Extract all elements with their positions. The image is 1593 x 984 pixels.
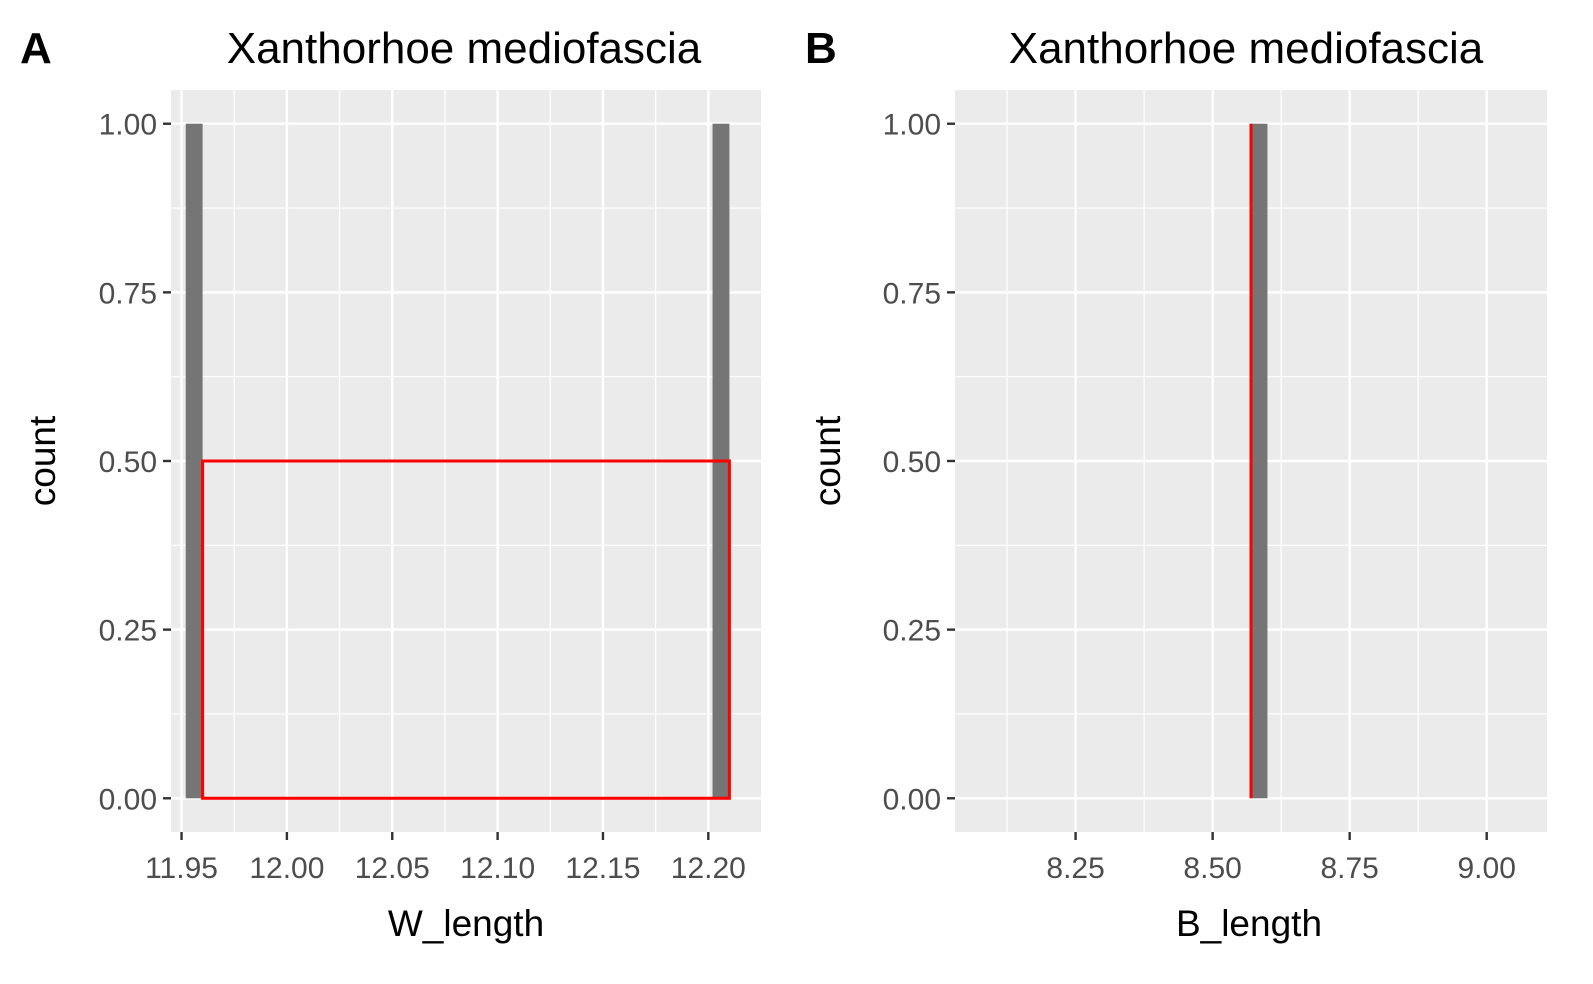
panel-b-y-tick-label: 0.25 [883,615,941,648]
panel-a-x-axis: 11.95 12.00 12.05 12.10 12.15 12.20 [145,832,746,885]
panel-a-x-tick-label: 12.00 [249,852,324,885]
panel-b-y-axis: 0.00 0.25 0.50 0.75 1.00 [883,109,955,816]
panel-a-tag: A [20,24,52,73]
panel-a-highlight [201,459,731,800]
panel-b-bar-1 [1251,123,1268,799]
panel-b-x-axis-title: B_length [1176,903,1322,944]
panel-a-highlight-box [201,459,731,800]
panel-a-y-tick-label: 0.00 [99,783,157,816]
panel-b-x-tick-label: 8.50 [1183,852,1241,885]
panel-b-x-tick-label: 8.25 [1046,852,1104,885]
panel-a-x-tick-label: 12.15 [565,852,640,885]
panel-a-bar-1 [185,123,203,799]
panel-a-x-axis-title: W_length [388,903,544,944]
panel-b-bars [1251,123,1268,799]
panel-b-y-tick-label: 0.75 [883,277,941,310]
panel-b-y-axis-title: count [807,415,848,506]
panel-b-x-axis: 8.25 8.50 8.75 9.00 [1046,832,1516,885]
panel-a-x-tick-label: 11.95 [145,852,218,885]
panel-a-y-tick-label: 1.00 [99,109,157,142]
panel-a-x-tick-label: 12.05 [355,852,430,885]
panel-b-title: Xanthorhoe mediofascia [1009,24,1484,73]
panel-a-x-tick-label: 12.20 [671,852,746,885]
panel-b-y-tick-label: 0.00 [883,783,941,816]
panel-b-tag: B [805,24,837,73]
panel-a-y-tick-label: 0.75 [99,277,157,310]
panel-b-y-tick-label: 0.50 [883,446,941,479]
panel-a-y-tick-label: 0.25 [99,615,157,648]
panel-a-y-tick-label: 0.50 [99,446,157,479]
panel-a-y-axis-title: count [22,415,63,506]
panel-b-y-tick-label: 1.00 [883,109,941,142]
panel-b-x-tick-label: 8.75 [1320,852,1378,885]
panel-a-y-axis: 0.00 0.25 0.50 0.75 1.00 [99,109,171,816]
panel-a-x-tick-label: 12.10 [460,852,535,885]
panel-a: A Xanthorhoe mediofascia 0.00 0.25 0.50 0.7… [20,24,761,944]
panel-a-title: Xanthorhoe mediofascia [227,24,702,73]
panel-b-x-tick-label: 9.00 [1458,852,1516,885]
panel-b: B Xanthorhoe mediofascia 0.00 0.25 0.50 0.7… [805,24,1547,944]
